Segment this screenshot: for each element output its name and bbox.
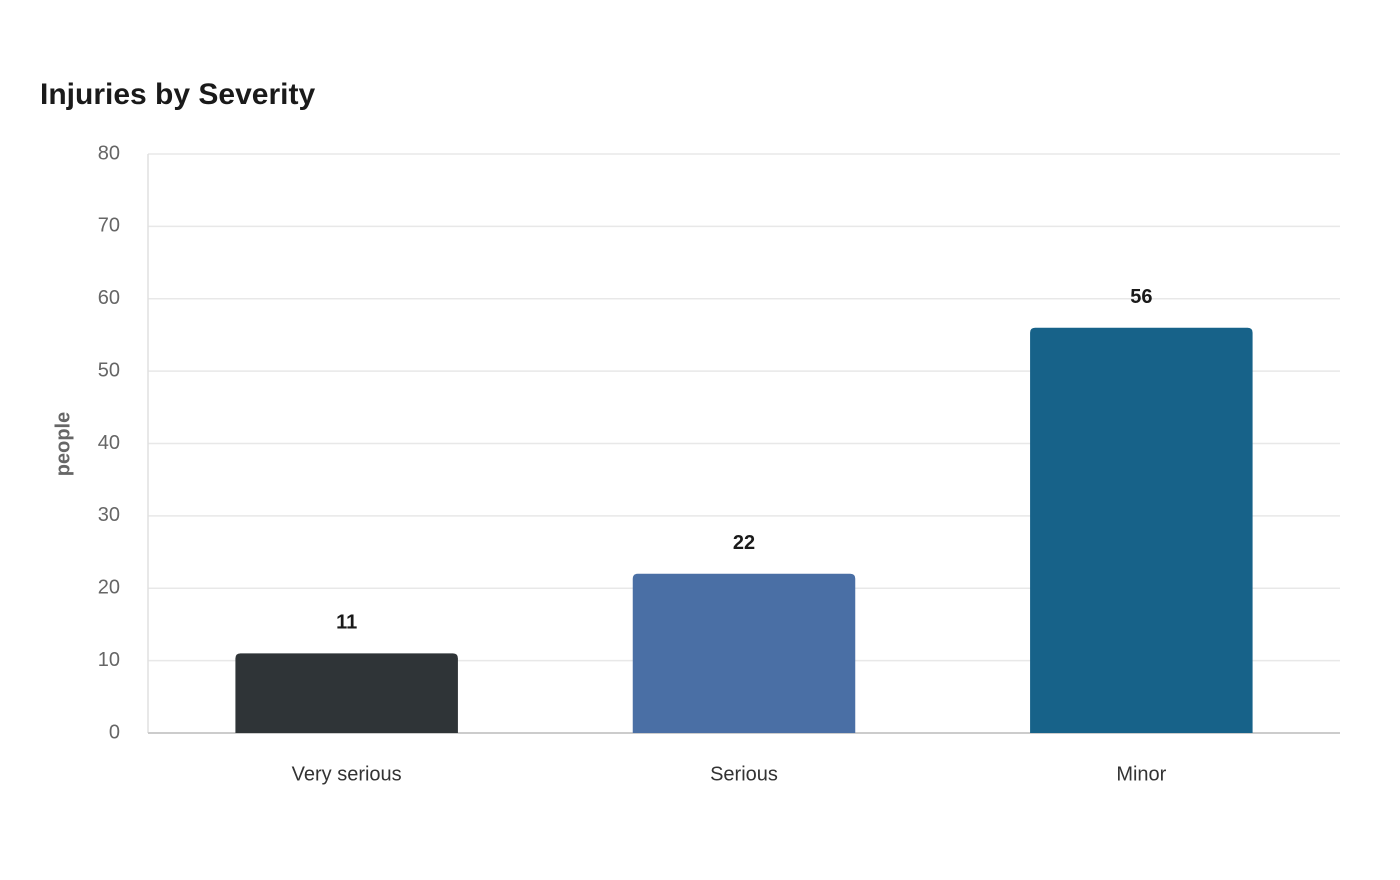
x-tick-label: Serious xyxy=(710,763,778,785)
y-tick-label: 80 xyxy=(98,142,120,164)
y-tick-label: 60 xyxy=(98,287,120,309)
y-tick-label: 70 xyxy=(98,215,120,237)
value-label: 22 xyxy=(733,532,755,554)
y-tick-label: 20 xyxy=(98,577,120,599)
x-tick-label: Minor xyxy=(1116,763,1166,785)
bar xyxy=(235,653,458,733)
bar xyxy=(632,573,856,733)
y-tick-label: 30 xyxy=(98,504,120,526)
y-tick-label: 50 xyxy=(98,359,120,381)
chart-title: Injuries by Severity xyxy=(40,78,315,111)
bar xyxy=(1030,327,1253,733)
y-axis-label: people xyxy=(52,412,74,476)
value-label: 11 xyxy=(336,612,357,634)
y-tick-label: 0 xyxy=(109,721,120,743)
x-tick-label: Very serious xyxy=(292,763,402,785)
y-tick-label: 40 xyxy=(98,432,120,454)
y-tick-label: 10 xyxy=(98,649,120,671)
value-label: 56 xyxy=(1130,286,1152,308)
